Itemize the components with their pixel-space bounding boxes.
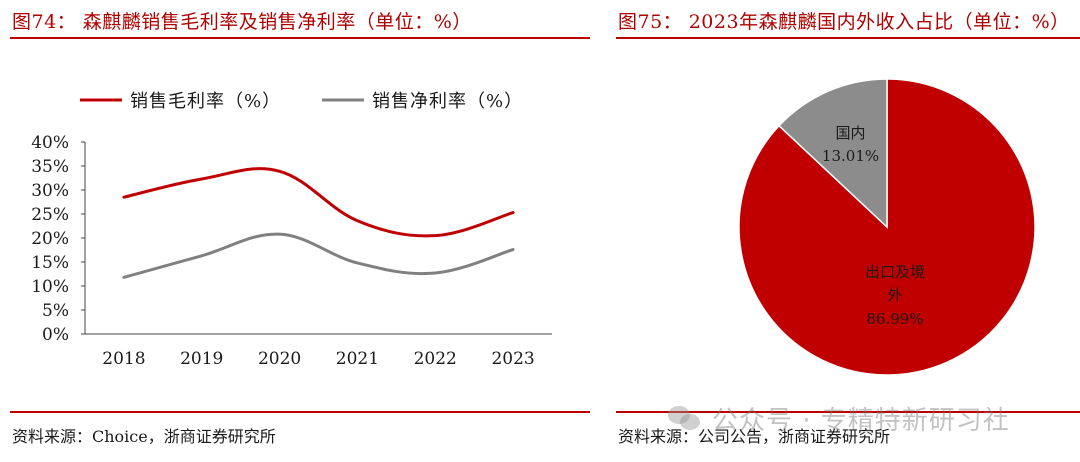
series-line-gross-margin xyxy=(122,167,515,238)
y-axis: 0% 5% 10% 15% 20% 25% 30% 35% 40% xyxy=(31,133,86,345)
left-source-note: 资料来源：Choice，浙商证券研究所 xyxy=(12,427,276,446)
y-tick-label: 15% xyxy=(31,253,69,273)
x-tick-label: 2020 xyxy=(258,349,301,369)
margin-line-chart: 销售毛利率（%） 销售净利率（%） 0% 5% 10% 15% 20% 25% 30% 35% 4… xyxy=(31,91,552,369)
pie-label-export-pct: 86.99% xyxy=(866,310,923,328)
pie-slice-domestic xyxy=(777,78,888,229)
y-tick-label: 10% xyxy=(31,277,69,297)
pie-label-export: 出口及境 xyxy=(865,263,925,281)
pie-label-export-cont: 外 xyxy=(887,286,902,304)
pie-slices xyxy=(738,78,1036,376)
y-tick-label: 25% xyxy=(31,205,69,225)
x-axis: 2018 2019 2020 2021 2022 2023 xyxy=(85,333,552,369)
watermark-text: 公众号 · 专精特新研习社 xyxy=(712,405,1010,436)
right-figure-panel: 图75： 2023年森麒麟国内外收入占比（单位：%） 国内 13.01% 出口及境外… xyxy=(612,0,1080,462)
right-figure-title: 图75： 2023年森麒麟国内外收入占比（单位：%） xyxy=(618,11,1070,33)
right-source-note: 资料来源：公司公告，浙商证券研究所 xyxy=(618,427,891,446)
series-layer xyxy=(122,167,515,279)
left-title-rule xyxy=(10,37,590,39)
legend-label: 销售毛利率（%） xyxy=(130,91,281,112)
right-title-rule xyxy=(616,37,1080,39)
left-figure-title: 图74： 森麒麟销售毛利率及销售净利率（单位：%） xyxy=(12,11,472,33)
y-tick-label: 20% xyxy=(31,229,69,249)
y-tick-label: 40% xyxy=(31,133,69,153)
y-tick-label: 30% xyxy=(31,181,69,201)
wechat-icon xyxy=(668,404,704,432)
x-tick-label: 2019 xyxy=(180,349,223,369)
left-source-rule xyxy=(10,411,590,413)
wechat-watermark: 公众号 · 专精特新研习社 xyxy=(668,398,1010,438)
y-tick-label: 5% xyxy=(42,301,69,321)
series-line-net-margin xyxy=(122,232,515,279)
x-tick-label: 2021 xyxy=(336,349,379,369)
x-tick-label: 2022 xyxy=(414,349,457,369)
chart-legend: 销售毛利率（%） 销售净利率（%） xyxy=(80,91,523,112)
right-source-rule xyxy=(616,411,1080,413)
pie-label-domestic-pct: 13.01% xyxy=(822,147,879,165)
legend-label: 销售净利率（%） xyxy=(372,91,523,112)
pie-label-domestic: 国内 xyxy=(836,124,866,142)
y-tick-label: 0% xyxy=(42,325,69,345)
x-tick-label: 2023 xyxy=(491,349,534,369)
y-tick-label: 35% xyxy=(31,157,69,177)
x-tick-label: 2018 xyxy=(102,349,145,369)
left-figure-panel: 图74： 森麒麟销售毛利率及销售净利率（单位：%） 销售毛利率（%） 销售净利率（… xyxy=(10,11,590,446)
